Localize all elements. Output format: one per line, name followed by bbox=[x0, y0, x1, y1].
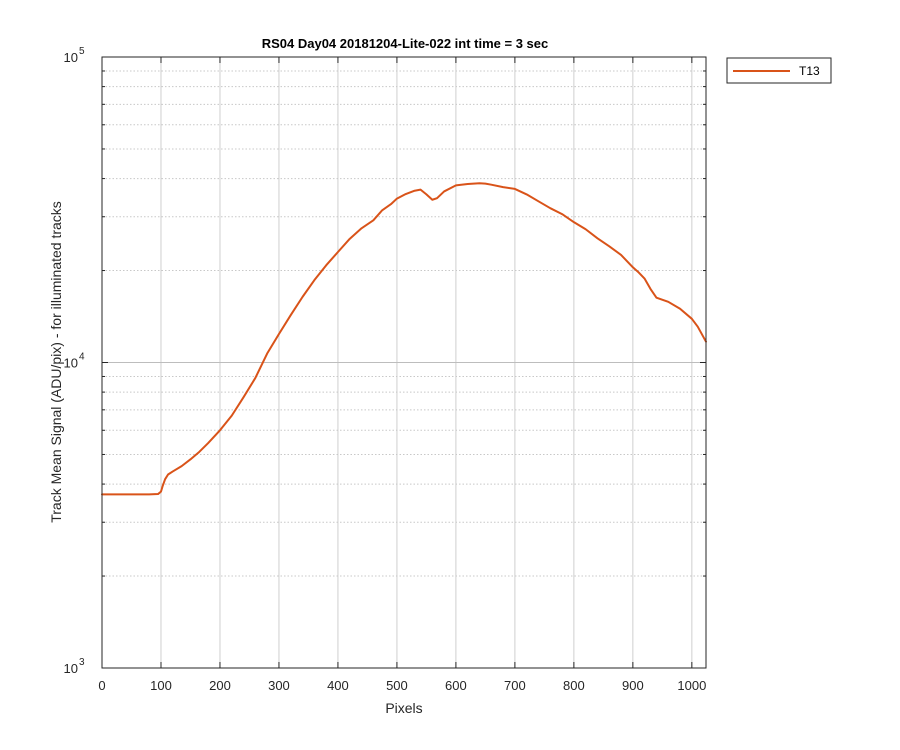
y-tick-exponent: 5 bbox=[79, 46, 85, 57]
x-tick-label: 500 bbox=[386, 678, 408, 693]
x-tick-label: 0 bbox=[98, 678, 105, 693]
chart-title: RS04 Day04 20181204-Lite-022 int time = … bbox=[262, 36, 549, 51]
y-tick-exponent: 4 bbox=[79, 352, 85, 363]
y-tick-label: 10 5 bbox=[64, 46, 85, 65]
x-tick-label: 200 bbox=[209, 678, 231, 693]
y-tick-label: 10 3 bbox=[64, 657, 85, 676]
x-tick-label: 300 bbox=[268, 678, 290, 693]
y-axis-label: Track Mean Signal (ADU/pix) - for illumi… bbox=[48, 201, 64, 523]
y-tick-base: 10 bbox=[64, 661, 78, 676]
grid-lines bbox=[102, 57, 706, 668]
legend-label-t13: T13 bbox=[799, 64, 820, 78]
x-axis-label: Pixels bbox=[385, 700, 422, 716]
y-tick-label: 10 4 bbox=[64, 352, 85, 371]
legend[interactable]: T13 bbox=[726, 57, 832, 84]
y-tick-base: 10 bbox=[64, 356, 78, 371]
x-tick-label: 1000 bbox=[677, 678, 706, 693]
x-tick-label: 600 bbox=[445, 678, 467, 693]
axis-ticks bbox=[101, 57, 706, 668]
y-tick-exponent: 3 bbox=[79, 657, 85, 668]
x-tick-label: 100 bbox=[150, 678, 172, 693]
x-tick-label: 800 bbox=[563, 678, 585, 693]
x-tick-label: 900 bbox=[622, 678, 644, 693]
x-tick-labels: 0 100 200 300 400 500 600 700 800 900 1000 bbox=[98, 678, 706, 693]
series-line-t13 bbox=[101, 182, 707, 496]
x-tick-label: 400 bbox=[327, 678, 349, 693]
x-tick-label: 700 bbox=[504, 678, 526, 693]
y-tick-base: 10 bbox=[64, 50, 78, 65]
